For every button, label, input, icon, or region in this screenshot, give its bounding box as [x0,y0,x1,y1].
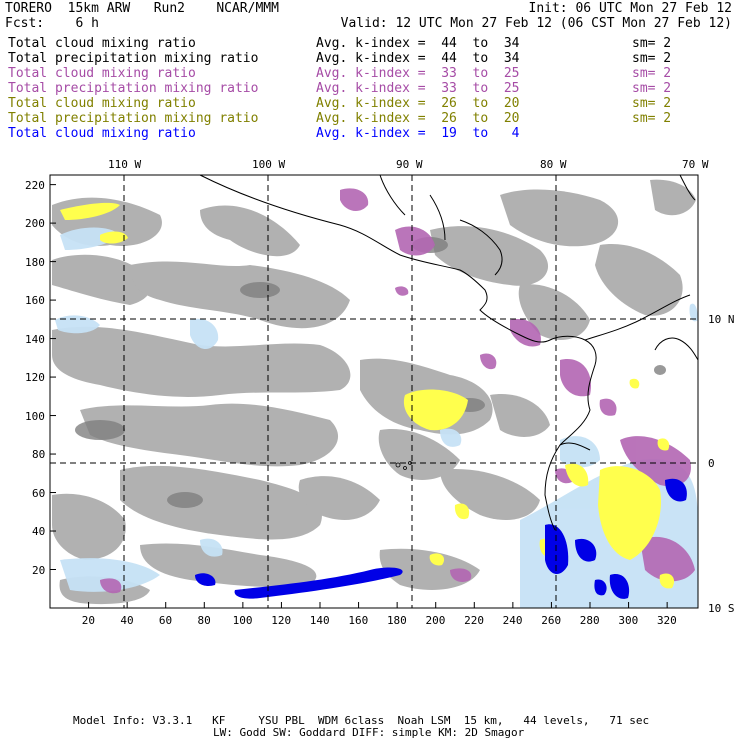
y-tick-label: 80 [32,448,46,462]
legend-smoothing: sm= 2 [632,66,672,81]
legend-kindex: Avg. k-index = 44 to 34 [316,36,520,51]
longitude-label: 90 W [396,158,423,171]
y-tick-label: 200 [25,217,45,231]
cloud-field [52,179,698,608]
graticule [50,175,698,608]
latitude-label: 10 S [708,602,735,615]
x-tick-label: 240 [502,614,523,627]
y-tick-label: 220 [25,178,45,192]
x-tick-label: 280 [579,614,600,627]
longitude-label: 110 W [108,158,142,171]
forecast-hour: Fcst: 6 h [5,16,99,31]
legend-field: Total cloud mixing ratio [8,66,196,81]
legend-field: Total precipitation mixing ratio [8,111,259,126]
legend-field: Total cloud mixing ratio [8,96,196,111]
legend-kindex: Avg. k-index = 26 to 20 [316,111,520,126]
latitude-label: 0 [708,457,715,470]
legend-field: Total precipitation mixing ratio [8,81,259,96]
y-tick-label: 140 [25,332,45,346]
y-tick-label: 120 [25,371,45,385]
x-tick-label: 20 [81,614,96,627]
x-tick-label: 100 [232,614,253,627]
legend-smoothing: sm= 2 [632,36,672,51]
x-tick-label: 200 [425,614,446,627]
legend-field: Total cloud mixing ratio [8,36,196,51]
x-tick-label: 160 [348,614,369,627]
y-tick-label: 180 [25,255,45,269]
latitude-label: 10 N [708,313,735,326]
physics-info: LW: Godd SW: Goddard DIFF: simple KM: 2D… [213,726,525,739]
legend-kindex: Avg. k-index = 19 to 4 [316,126,520,141]
x-tick-label: 120 [271,614,292,627]
y-tick-label: 60 [32,486,46,500]
model-info: Model Info: V3.3.1 KF YSU PBL WDM 6class… [73,714,650,727]
legend-smoothing: sm= 2 [632,81,672,96]
x-tick-label: 300 [618,614,639,627]
y-tick-label: 20 [32,563,46,577]
longitude-label: 70 W [682,158,709,171]
x-tick-label: 220 [464,614,484,627]
longitude-label: 80 W [540,158,567,171]
legend-field: Total precipitation mixing ratio [8,51,259,66]
legend-smoothing: sm= 2 [632,111,672,126]
x-tick-label: 80 [197,614,211,627]
x-tick-label: 320 [656,614,677,627]
model-title: TORERO 15km ARW Run2 NCAR/MMM [5,1,279,16]
coastline [199,174,699,531]
y-tick-label: 100 [25,409,45,423]
x-tick-label: 260 [541,614,562,627]
legend-kindex: Avg. k-index = 26 to 20 [316,96,520,111]
plot-frame [49,174,699,609]
y-tick-label: 40 [32,525,46,539]
legend-smoothing: sm= 2 [632,96,672,111]
legend-kindex: Avg. k-index = 33 to 25 [316,81,520,96]
x-tick-label: 180 [386,614,407,627]
axis-ticks [50,184,668,608]
valid-time: Valid: 12 UTC Mon 27 Feb 12 (06 CST Mon … [340,16,732,31]
y-tick-label: 160 [25,294,45,308]
legend-kindex: Avg. k-index = 33 to 25 [316,66,520,81]
legend-kindex: Avg. k-index = 44 to 34 [316,51,520,66]
x-tick-label: 60 [158,614,173,627]
x-tick-label: 140 [309,614,330,627]
init-time: Init: 06 UTC Mon 27 Feb 12 [528,1,733,16]
legend-field: Total cloud mixing ratio [8,126,196,141]
legend-smoothing: sm= 2 [632,51,672,66]
longitude-label: 100 W [252,158,286,171]
x-tick-label: 40 [120,614,134,627]
